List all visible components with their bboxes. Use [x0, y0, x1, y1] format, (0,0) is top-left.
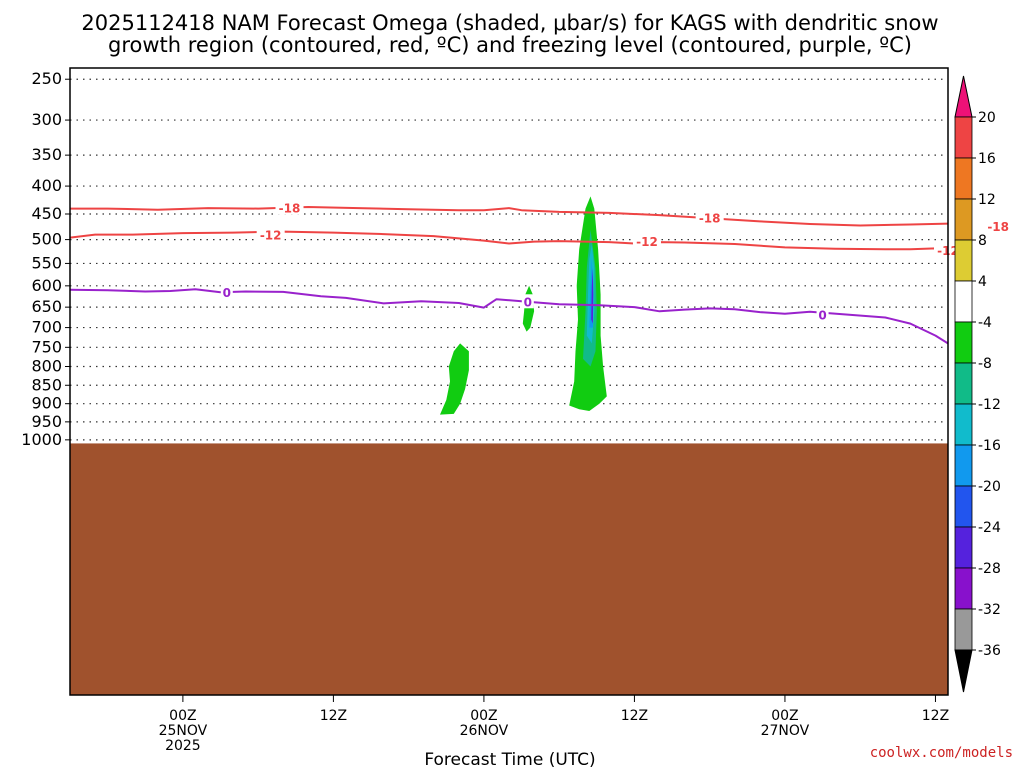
- x-tick-hour-12: 12Z: [320, 708, 347, 724]
- x-tick-date-0: 25NOV: [159, 723, 208, 739]
- omega-region-green-column-left: [440, 343, 469, 415]
- y-tick-label-950: 950: [31, 412, 62, 431]
- surface-band-layer: [70, 443, 948, 695]
- y-tick-label-650: 650: [31, 297, 62, 316]
- minus12-isotherm-label-0: -12: [260, 229, 282, 243]
- minus12-isotherm-label-bg-1: [632, 234, 661, 249]
- colorbar-swatch-7: [954, 403, 973, 446]
- colorbar-label-1: 16: [978, 151, 996, 167]
- colorbar-swatch-2: [954, 198, 973, 241]
- colorbar-label-11: -28: [978, 561, 1001, 577]
- colorbar-swatch-8: [954, 444, 973, 487]
- colorbar: 20 16 12 8 4 -4 -8 -12 -16 -20 -24 -28 -32 -36: [954, 75, 1001, 693]
- y-tick-label-600: 600: [31, 276, 62, 295]
- y-tick-label-850: 850: [31, 375, 62, 394]
- x-tick-hour-60: 12Z: [922, 708, 949, 724]
- chart-title-line-1: 2025112418 NAM Forecast Omega (shaded, μ…: [81, 11, 938, 35]
- y-tick-label-900: 900: [31, 394, 62, 413]
- minus18-isotherm-label-bg-2: [984, 219, 1013, 234]
- y-axis-ticks: 2503003504004505005506006507007508008509…: [21, 69, 70, 449]
- minus12-isotherm: [70, 230, 948, 251]
- omega-region-purple-core: [591, 268, 594, 324]
- zero-isotherm-freezing-level-label-bg-1: [521, 294, 534, 309]
- y-tick-label-700: 700: [31, 318, 62, 337]
- colorbar-label-4: 4: [978, 274, 987, 290]
- zero-isotherm-freezing-level-label-bg-2: [816, 307, 829, 322]
- minus12-isotherm-label-bg-0: [256, 227, 285, 242]
- x-axis-label: Forecast Time (UTC): [424, 750, 595, 768]
- colorbar-swatch-10: [954, 526, 973, 569]
- colorbar-label-0: 20: [978, 110, 996, 126]
- colorbar-swatch-11: [954, 567, 973, 610]
- x-tick-hour-0: 00Z: [169, 708, 196, 724]
- colorbar-swatch-3: [954, 239, 973, 282]
- colorbar-swatch-9: [954, 485, 973, 528]
- y-tick-label-1000: 1000: [21, 430, 62, 449]
- minus18-isotherm-label-1: -18: [699, 212, 721, 226]
- zero-isotherm-freezing-level-label-1: 0: [524, 295, 532, 309]
- y-tick-label-800: 800: [31, 357, 62, 376]
- colorbar-label-13: -36: [978, 643, 1001, 659]
- plot-frame: [69, 67, 949, 696]
- colorbar-label-9: -20: [978, 479, 1001, 495]
- minus18-isotherm-label-bg-1: [695, 210, 724, 225]
- zero-isotherm-freezing-level-label-0: 0: [223, 286, 231, 300]
- colorbar-label-12: -32: [978, 602, 1001, 618]
- colorbar-label-6: -8: [978, 356, 992, 372]
- zero-isotherm-freezing-level-label-bg-0: [220, 284, 233, 299]
- y-tick-label-750: 750: [31, 337, 62, 356]
- minus18-isotherm-label-0: -18: [279, 202, 301, 216]
- below-ground: [70, 443, 948, 695]
- minus18-isotherm-label-2: -18: [987, 220, 1009, 234]
- minus12-isotherm-label-1: -12: [636, 235, 658, 249]
- x-tick-date-24: 26NOV: [460, 723, 509, 739]
- x-axis-ticks: 00Z25NOV202512Z00Z26NOV12Z00Z27NOV12Z00Z…: [159, 695, 949, 754]
- y-tick-label-500: 500: [31, 230, 62, 249]
- colorbar-label-5: -4: [978, 315, 992, 331]
- colorbar-label-2: 12: [978, 192, 996, 208]
- colorbar-label-8: -16: [978, 438, 1001, 454]
- colorbar-bottom-triangle: [954, 649, 973, 693]
- colorbar-label-3: 8: [978, 233, 987, 249]
- x-tick-year-0: 2025: [165, 738, 201, 754]
- y-tick-label-350: 350: [31, 145, 62, 164]
- y-tick-label-550: 550: [31, 253, 62, 272]
- colorbar-swatch-1: [954, 157, 973, 200]
- y-tick-label-400: 400: [31, 176, 62, 195]
- colorbar-swatch-6: [954, 362, 973, 405]
- colorbar-swatch-12: [954, 608, 973, 651]
- colorbar-label-10: -24: [978, 520, 1001, 536]
- colorbar-swatch-4: [954, 280, 973, 323]
- colorbar-top-triangle: [954, 75, 973, 118]
- x-tick-hour-24: 00Z: [470, 708, 497, 724]
- colorbar-swatch-0: [954, 116, 973, 159]
- credit-text: coolwx.com/models: [870, 745, 1013, 761]
- x-tick-date-48: 27NOV: [761, 723, 810, 739]
- colorbar-swatch-5: [954, 321, 973, 364]
- zero-isotherm-freezing-level-label-2: 0: [818, 309, 826, 323]
- chart-title-line-2: growth region (contoured, red, ºC) and f…: [108, 33, 912, 57]
- y-tick-label-450: 450: [31, 204, 62, 223]
- zero-isotherm-freezing-level: [70, 288, 948, 345]
- omega-region-yellow-upper-streak: [998, 25, 1024, 219]
- colorbar-label-7: -12: [978, 397, 1001, 413]
- x-tick-hour-48: 00Z: [771, 708, 798, 724]
- y-tick-label-250: 250: [31, 69, 62, 88]
- y-tick-label-300: 300: [31, 110, 62, 129]
- x-tick-hour-36: 12Z: [621, 708, 648, 724]
- minus18-isotherm-label-bg-0: [275, 200, 304, 215]
